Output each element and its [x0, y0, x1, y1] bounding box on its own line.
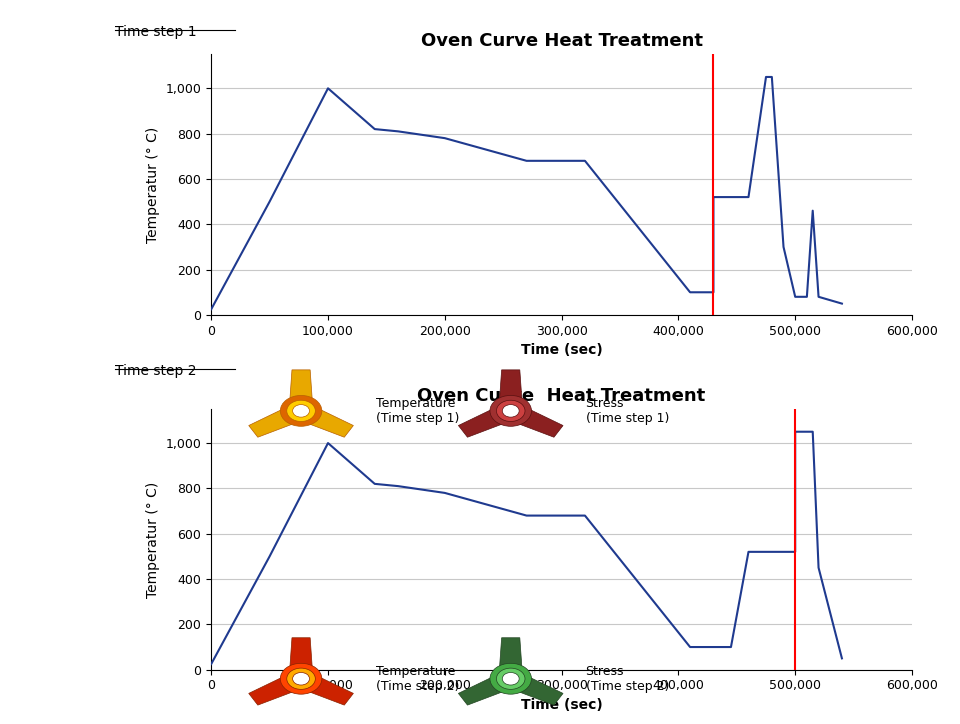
- Title: Oven Curve  Heat Treatment: Oven Curve Heat Treatment: [418, 387, 706, 405]
- Circle shape: [287, 400, 315, 421]
- Circle shape: [293, 673, 309, 685]
- X-axis label: Time (sec): Time (sec): [520, 698, 603, 712]
- Polygon shape: [290, 370, 312, 403]
- Y-axis label: Temperatur (° C): Temperatur (° C): [146, 481, 160, 597]
- Text: Stress
(Time step 1): Stress (Time step 1): [586, 397, 669, 425]
- Text: Time step 2: Time step 2: [115, 364, 197, 378]
- Polygon shape: [305, 408, 353, 437]
- Circle shape: [293, 405, 309, 417]
- Polygon shape: [459, 408, 506, 437]
- Title: Oven Curve Heat Treatment: Oven Curve Heat Treatment: [420, 32, 703, 50]
- Circle shape: [496, 400, 525, 421]
- Text: Temperature
(Time step 2): Temperature (Time step 2): [376, 665, 459, 693]
- Text: Temperature
(Time step 1): Temperature (Time step 1): [376, 397, 459, 425]
- X-axis label: Time (sec): Time (sec): [520, 343, 603, 357]
- Text: Time step 1: Time step 1: [115, 25, 197, 39]
- Circle shape: [490, 395, 532, 426]
- Y-axis label: Temperatur (° C): Temperatur (° C): [146, 127, 160, 243]
- Circle shape: [496, 668, 525, 689]
- Polygon shape: [499, 370, 522, 403]
- Polygon shape: [516, 675, 563, 705]
- Text: Stress
(Time step 2): Stress (Time step 2): [586, 665, 669, 693]
- Polygon shape: [249, 675, 297, 705]
- Circle shape: [280, 663, 322, 694]
- Polygon shape: [290, 638, 312, 670]
- Circle shape: [287, 668, 315, 689]
- Circle shape: [502, 405, 519, 417]
- Circle shape: [280, 395, 322, 426]
- Circle shape: [490, 663, 532, 694]
- Polygon shape: [516, 408, 563, 437]
- Polygon shape: [305, 675, 353, 705]
- Polygon shape: [499, 638, 522, 670]
- Polygon shape: [459, 675, 506, 705]
- Polygon shape: [249, 408, 297, 437]
- Circle shape: [502, 673, 519, 685]
